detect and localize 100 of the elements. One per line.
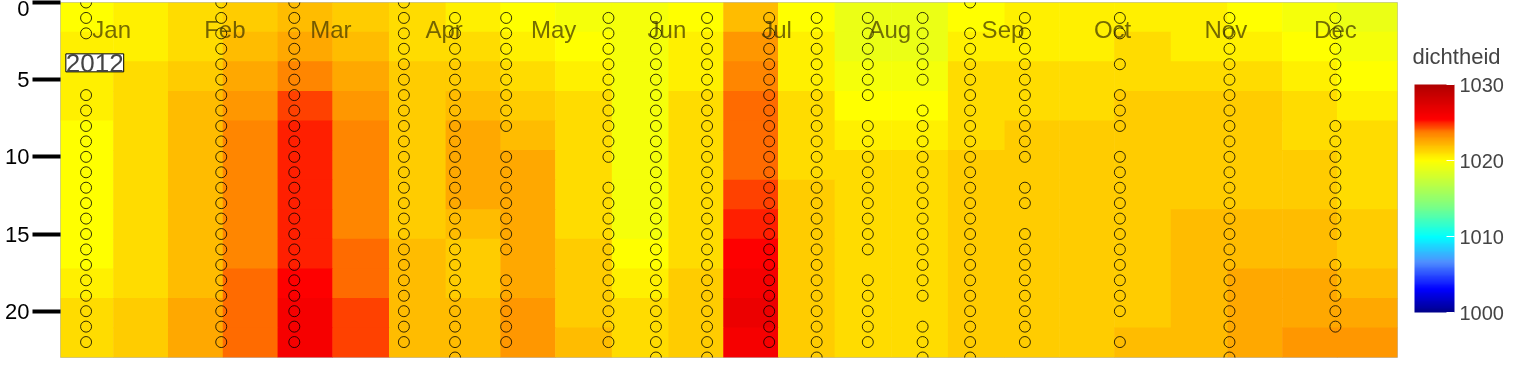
- point: [701, 27, 713, 40]
- point: [397, 181, 410, 194]
- point: [80, 12, 92, 24]
- color-bar-label: 1000: [1459, 301, 1504, 324]
- point: [215, 120, 228, 132]
- point: [650, 58, 662, 71]
- point: [916, 166, 929, 179]
- point: [1329, 89, 1342, 101]
- point: [1223, 228, 1236, 240]
- point: [1113, 305, 1126, 318]
- point: [763, 197, 776, 210]
- point: [810, 320, 823, 333]
- point: [810, 166, 823, 179]
- point: [500, 181, 513, 194]
- point: [1018, 320, 1031, 333]
- point: [397, 212, 410, 225]
- point: [449, 150, 461, 163]
- point: [215, 289, 228, 302]
- point: [80, 197, 92, 210]
- point: [80, 289, 92, 302]
- point: [1113, 212, 1126, 225]
- point: [397, 289, 410, 302]
- point: [916, 73, 929, 86]
- point: [861, 243, 874, 256]
- point: [397, 27, 410, 40]
- point: [810, 150, 823, 163]
- x-tick-label: Mar: [310, 15, 352, 43]
- point: [215, 259, 228, 271]
- point: [1018, 336, 1031, 348]
- point: [288, 336, 301, 348]
- point: [916, 228, 929, 240]
- point: [602, 320, 615, 333]
- point: [964, 320, 976, 333]
- point: [602, 289, 615, 302]
- point: [288, 135, 301, 148]
- point: [602, 12, 615, 24]
- point: [602, 58, 615, 71]
- point: [701, 104, 713, 117]
- point: [1223, 336, 1236, 348]
- point: [1223, 289, 1236, 302]
- point: [602, 305, 615, 318]
- point: [1018, 150, 1031, 163]
- point: [215, 228, 228, 240]
- point: [701, 73, 713, 86]
- point: [916, 150, 929, 163]
- point: [1329, 181, 1342, 194]
- point: [1329, 120, 1342, 132]
- point: [763, 135, 776, 148]
- point: [80, 181, 92, 194]
- point: [288, 289, 301, 302]
- point: [1223, 120, 1236, 132]
- point: [80, 89, 92, 101]
- point: [1223, 181, 1236, 194]
- point: [215, 274, 228, 287]
- point: [701, 150, 713, 163]
- point: [1223, 305, 1236, 318]
- point: [763, 104, 776, 117]
- point: [1113, 89, 1126, 101]
- point: [861, 305, 874, 318]
- point: [701, 259, 713, 271]
- point: [449, 73, 461, 86]
- point: [602, 120, 615, 132]
- point: [602, 259, 615, 271]
- point: [288, 73, 301, 86]
- point: [810, 89, 823, 101]
- point: [500, 12, 513, 24]
- point: [763, 289, 776, 302]
- point: [500, 305, 513, 318]
- point: [810, 104, 823, 117]
- point: [397, 228, 410, 240]
- point: [215, 58, 228, 71]
- point: [1223, 274, 1236, 287]
- point: [964, 89, 976, 101]
- point: [1223, 104, 1236, 117]
- point: [1018, 197, 1031, 210]
- point: [861, 150, 874, 163]
- point: [650, 274, 662, 287]
- point: [964, 228, 976, 240]
- point: [810, 197, 823, 210]
- y-tick-label: 20: [5, 298, 30, 324]
- point: [964, 212, 976, 225]
- point: [80, 104, 92, 117]
- point: [449, 320, 461, 333]
- point: [650, 228, 662, 240]
- point: [861, 274, 874, 287]
- point: [215, 42, 228, 55]
- point: [763, 58, 776, 71]
- point: [449, 135, 461, 148]
- point: [964, 181, 976, 194]
- point: [650, 104, 662, 117]
- point: [763, 150, 776, 163]
- point: [500, 289, 513, 302]
- point: [449, 305, 461, 318]
- point: [80, 166, 92, 179]
- point: [650, 181, 662, 194]
- point: [288, 150, 301, 163]
- point: [810, 58, 823, 71]
- point: [916, 135, 929, 148]
- point: [916, 104, 929, 117]
- point: [650, 289, 662, 302]
